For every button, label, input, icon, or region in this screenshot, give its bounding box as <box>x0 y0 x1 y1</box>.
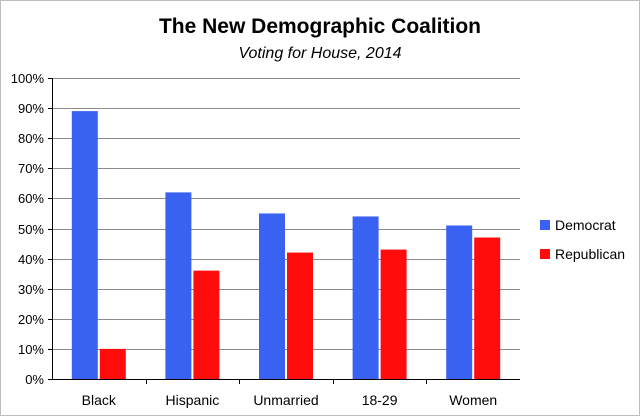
x-tick-label: Hispanic <box>166 392 220 408</box>
bar-republican-hispanic <box>193 270 220 379</box>
legend-swatch-democrat <box>540 220 550 230</box>
y-tick-label: 50% <box>18 222 44 237</box>
legend: Democrat Republican <box>540 217 625 262</box>
chart-subtitle: Voting for House, 2014 <box>238 45 401 62</box>
y-tick-label: 40% <box>18 252 44 267</box>
bars <box>71 111 501 380</box>
y-tick-label: 20% <box>18 312 44 327</box>
legend-swatch-republican <box>540 249 550 259</box>
x-tick-label: 18-29 <box>362 392 398 408</box>
y-tick-label: 10% <box>18 342 44 357</box>
legend-label-republican: Republican <box>555 246 625 262</box>
axes <box>52 78 520 380</box>
x-axis-ticks: Black Hispanic Unmarried 18-29 Women <box>82 379 497 408</box>
x-tick-label: Women <box>449 392 497 408</box>
bar-republican-black <box>99 348 126 379</box>
y-tick-label: 0% <box>25 372 44 387</box>
chart-title: The New Demographic Coalition <box>159 15 481 38</box>
bar-democrat-black <box>71 111 98 380</box>
bar-republican-18-29 <box>380 249 407 379</box>
bar-republican-women <box>474 237 501 379</box>
gridlines <box>52 78 520 350</box>
x-tick-label: Unmarried <box>253 392 318 408</box>
y-tick-label: 100% <box>11 71 45 86</box>
y-axis-ticks: 0% 10% 20% 30% 40% 50% 60% 70% 80% 90% 100% <box>11 71 52 387</box>
bar-democrat-18-29 <box>352 216 379 379</box>
y-tick-label: 60% <box>18 191 44 206</box>
bar-democrat-women <box>446 225 473 379</box>
y-tick-label: 90% <box>18 101 44 116</box>
bar-republican-unmarried <box>287 252 313 379</box>
legend-label-democrat: Democrat <box>555 217 616 233</box>
y-tick-label: 80% <box>18 131 44 146</box>
x-tick-label: Black <box>82 392 117 408</box>
y-tick-label: 70% <box>18 161 44 176</box>
bar-democrat-unmarried <box>259 213 285 379</box>
y-tick-label: 30% <box>18 282 44 297</box>
bar-democrat-hispanic <box>165 192 192 379</box>
